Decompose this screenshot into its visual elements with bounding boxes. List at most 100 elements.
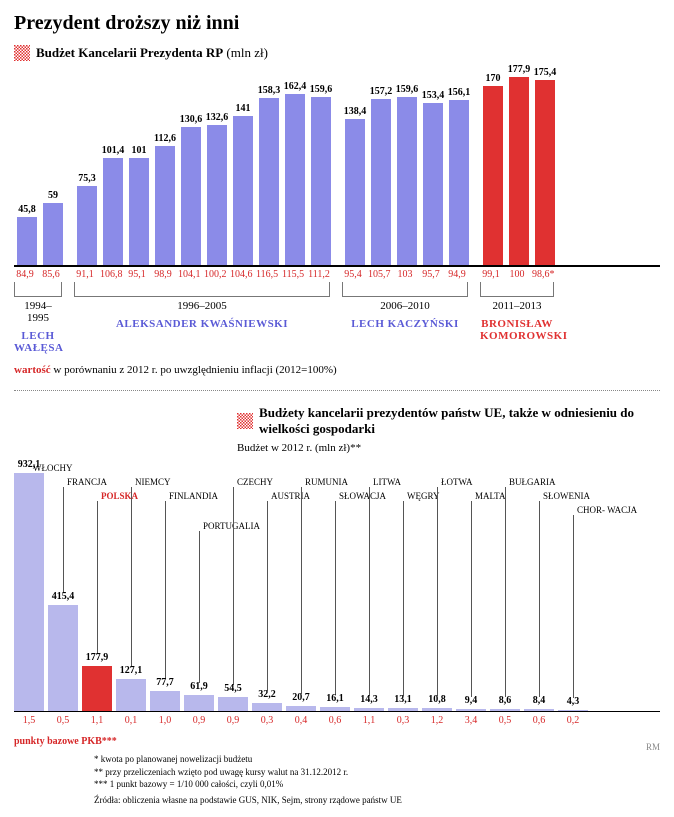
bar-value: 10,8 xyxy=(422,694,452,705)
red-value: 1,1 xyxy=(82,715,112,726)
period-years: 1996–2005 xyxy=(74,300,330,312)
note-line: * kwota po planowanej nowelizacji budżet… xyxy=(94,753,660,766)
bar-value: 415,4 xyxy=(48,591,78,602)
bar-value: 138,4 xyxy=(344,106,367,117)
red-value: 1,5 xyxy=(14,715,44,726)
bar-column: PORTUGALIA61,9 xyxy=(184,471,214,711)
bar xyxy=(103,158,123,265)
bar-value: 130,6 xyxy=(180,114,203,125)
red-value: 3,4 xyxy=(456,715,486,726)
bar-column: SŁOWENIA8,4 xyxy=(524,471,554,711)
bar-value: 127,1 xyxy=(116,665,146,676)
bar-value: 8,4 xyxy=(524,695,554,706)
chart2-legend-red: punkty bazowe PKB*** xyxy=(14,736,117,747)
leader-line xyxy=(131,487,132,667)
bar-column: BUŁGARIA8,6 xyxy=(490,471,520,711)
bar-column: FRANCJA415,4 xyxy=(48,471,78,711)
bar-column: 156,1 xyxy=(448,87,470,265)
bar-column: POLSKA177,9 xyxy=(82,471,112,711)
bar-value: 177,9 xyxy=(508,64,531,75)
country-label: CHOR- WACJA xyxy=(577,505,637,515)
period: 2006–2010LECH KACZYŃSKI xyxy=(342,300,468,354)
bar-group: 45,859 xyxy=(16,190,64,265)
bar-column: 162,4 xyxy=(284,81,306,265)
bar-column: RUMUNIA20,7 xyxy=(286,471,316,711)
bar xyxy=(509,77,529,265)
bar-column: LITWA14,3 xyxy=(354,471,384,711)
red-value: 84,9 xyxy=(14,269,36,280)
red-value: 0,6 xyxy=(320,715,350,726)
chart2-notes: * kwota po planowanej nowelizacji budżet… xyxy=(94,753,660,791)
bar-value: 112,6 xyxy=(154,133,176,144)
chart1-legend-rest: w porównaniu z 2012 r. po uwzględnieniu … xyxy=(51,364,337,376)
chart1-subtitle-bold: Budżet Kancelarii Prezydenta RP xyxy=(36,45,223,60)
red-value: 85,6 xyxy=(40,269,62,280)
bar-value: 141 xyxy=(236,103,251,114)
chart1: 45,85975,3101,4101112,6130,6132,6141158,… xyxy=(14,67,660,354)
leader-line xyxy=(403,501,404,696)
bar xyxy=(14,473,44,711)
red-value: 100 xyxy=(506,269,528,280)
bar-column: 159,6 xyxy=(310,84,332,265)
leader-line xyxy=(505,487,506,697)
bar-value: 159,6 xyxy=(310,84,333,95)
bar-value: 14,3 xyxy=(354,694,384,705)
bar xyxy=(311,97,331,265)
chart2-legend: punkty bazowe PKB*** xyxy=(14,736,660,747)
bar-column: AUSTRIA32,2 xyxy=(252,471,282,711)
bar-column: 101 xyxy=(128,145,150,265)
bar xyxy=(397,97,417,265)
bar xyxy=(218,697,248,711)
red-value: 99,1 xyxy=(480,269,502,280)
bar-group: 170177,9175,4 xyxy=(482,64,556,265)
red-value: 104,6 xyxy=(230,269,252,280)
bar-column: NIEMCY127,1 xyxy=(116,471,146,711)
bar-column: 75,3 xyxy=(76,173,98,265)
bar xyxy=(207,125,227,265)
bar xyxy=(423,103,443,265)
leader-line xyxy=(471,501,472,697)
red-value: 0,6 xyxy=(524,715,554,726)
red-value: 95,7 xyxy=(420,269,442,280)
page-title: Prezydent droższy niż inni xyxy=(14,12,660,35)
bar xyxy=(43,203,63,265)
bar xyxy=(252,703,282,711)
leader-line xyxy=(233,487,234,685)
red-value: 1,0 xyxy=(150,715,180,726)
red-value: 95,1 xyxy=(126,269,148,280)
bar-value: 170 xyxy=(486,73,501,84)
leader-line xyxy=(199,531,200,683)
red-value: 106,8 xyxy=(100,269,122,280)
red-value: 1,1 xyxy=(354,715,384,726)
bar-value: 4,3 xyxy=(558,696,588,707)
chart1-subtitle-unit: (mln zł) xyxy=(226,45,268,60)
red-value: 91,1 xyxy=(74,269,96,280)
bar-column: ŁOTWA10,8 xyxy=(422,471,452,711)
period: 1996–2005ALEKSANDER KWAŚNIEWSKI xyxy=(74,300,330,354)
bar-column: 112,6 xyxy=(154,133,176,265)
red-value: 95,4 xyxy=(342,269,364,280)
bar-value: 158,3 xyxy=(258,85,281,96)
bar xyxy=(82,666,112,711)
bar-column: WĘGRY13,1 xyxy=(388,471,418,711)
red-value: 0,9 xyxy=(184,715,214,726)
bar xyxy=(155,146,175,265)
chart2: Budżety kancelarii prezydentów państw UE… xyxy=(14,405,660,805)
red-value: 0,3 xyxy=(388,715,418,726)
bar-column: 157,2 xyxy=(370,86,392,265)
bar-value: 61,9 xyxy=(184,681,214,692)
red-value: 98,9 xyxy=(152,269,174,280)
leader-line xyxy=(369,487,370,695)
red-value: 0,2 xyxy=(558,715,588,726)
red-value: 94,9 xyxy=(446,269,468,280)
bar xyxy=(371,99,391,265)
bar-value: 16,1 xyxy=(320,693,350,704)
bar xyxy=(320,707,350,711)
period: 2011–2013BRONISŁAW KOMOROWSKI xyxy=(480,300,554,354)
bar-value: 162,4 xyxy=(284,81,307,92)
bar xyxy=(150,691,180,711)
leader-line xyxy=(97,501,98,654)
red-value: 0,1 xyxy=(116,715,146,726)
bar-value: 157,2 xyxy=(370,86,393,97)
red-value: 115,5 xyxy=(282,269,304,280)
